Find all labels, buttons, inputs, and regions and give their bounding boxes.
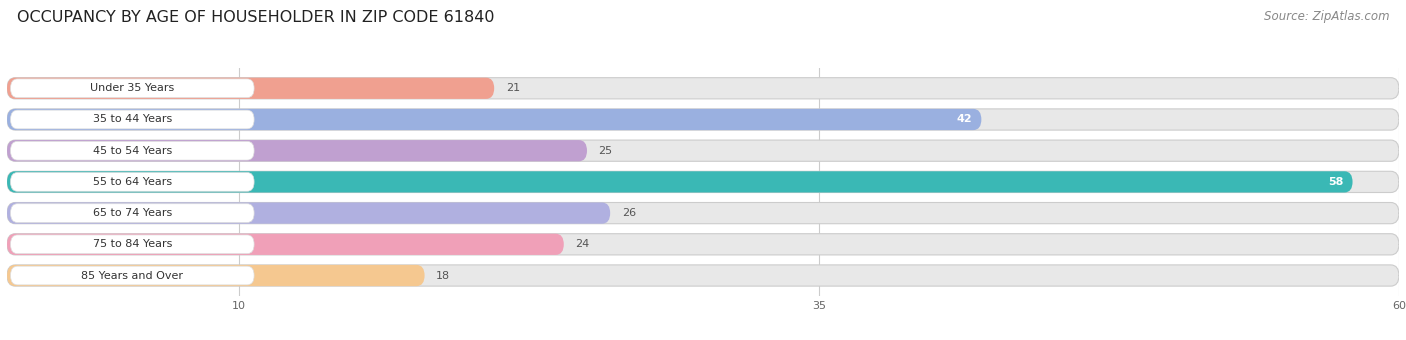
FancyBboxPatch shape [10,79,254,98]
Text: 58: 58 [1327,177,1343,187]
FancyBboxPatch shape [10,235,254,254]
Text: 24: 24 [575,239,589,249]
FancyBboxPatch shape [7,140,588,161]
Text: 21: 21 [506,83,520,93]
FancyBboxPatch shape [10,204,254,222]
Text: 45 to 54 Years: 45 to 54 Years [93,146,172,156]
FancyBboxPatch shape [10,266,254,285]
FancyBboxPatch shape [7,265,425,286]
Text: 25: 25 [599,146,613,156]
FancyBboxPatch shape [7,265,1399,286]
Text: Under 35 Years: Under 35 Years [90,83,174,93]
FancyBboxPatch shape [10,141,254,160]
Text: 75 to 84 Years: 75 to 84 Years [93,239,172,249]
FancyBboxPatch shape [7,203,1399,224]
Text: 55 to 64 Years: 55 to 64 Years [93,177,172,187]
Text: 18: 18 [436,271,450,280]
FancyBboxPatch shape [10,110,254,129]
FancyBboxPatch shape [7,109,1399,130]
Text: OCCUPANCY BY AGE OF HOUSEHOLDER IN ZIP CODE 61840: OCCUPANCY BY AGE OF HOUSEHOLDER IN ZIP C… [17,10,495,25]
FancyBboxPatch shape [7,78,1399,99]
FancyBboxPatch shape [7,171,1399,192]
Text: 26: 26 [621,208,636,218]
FancyBboxPatch shape [10,172,254,191]
Text: 35 to 44 Years: 35 to 44 Years [93,115,172,124]
FancyBboxPatch shape [7,109,981,130]
Text: 65 to 74 Years: 65 to 74 Years [93,208,172,218]
FancyBboxPatch shape [7,78,495,99]
FancyBboxPatch shape [7,140,1399,161]
Text: 85 Years and Over: 85 Years and Over [82,271,183,280]
FancyBboxPatch shape [7,203,610,224]
FancyBboxPatch shape [7,234,1399,255]
Text: 42: 42 [956,115,972,124]
FancyBboxPatch shape [7,171,1353,192]
FancyBboxPatch shape [7,234,564,255]
Text: Source: ZipAtlas.com: Source: ZipAtlas.com [1264,10,1389,23]
